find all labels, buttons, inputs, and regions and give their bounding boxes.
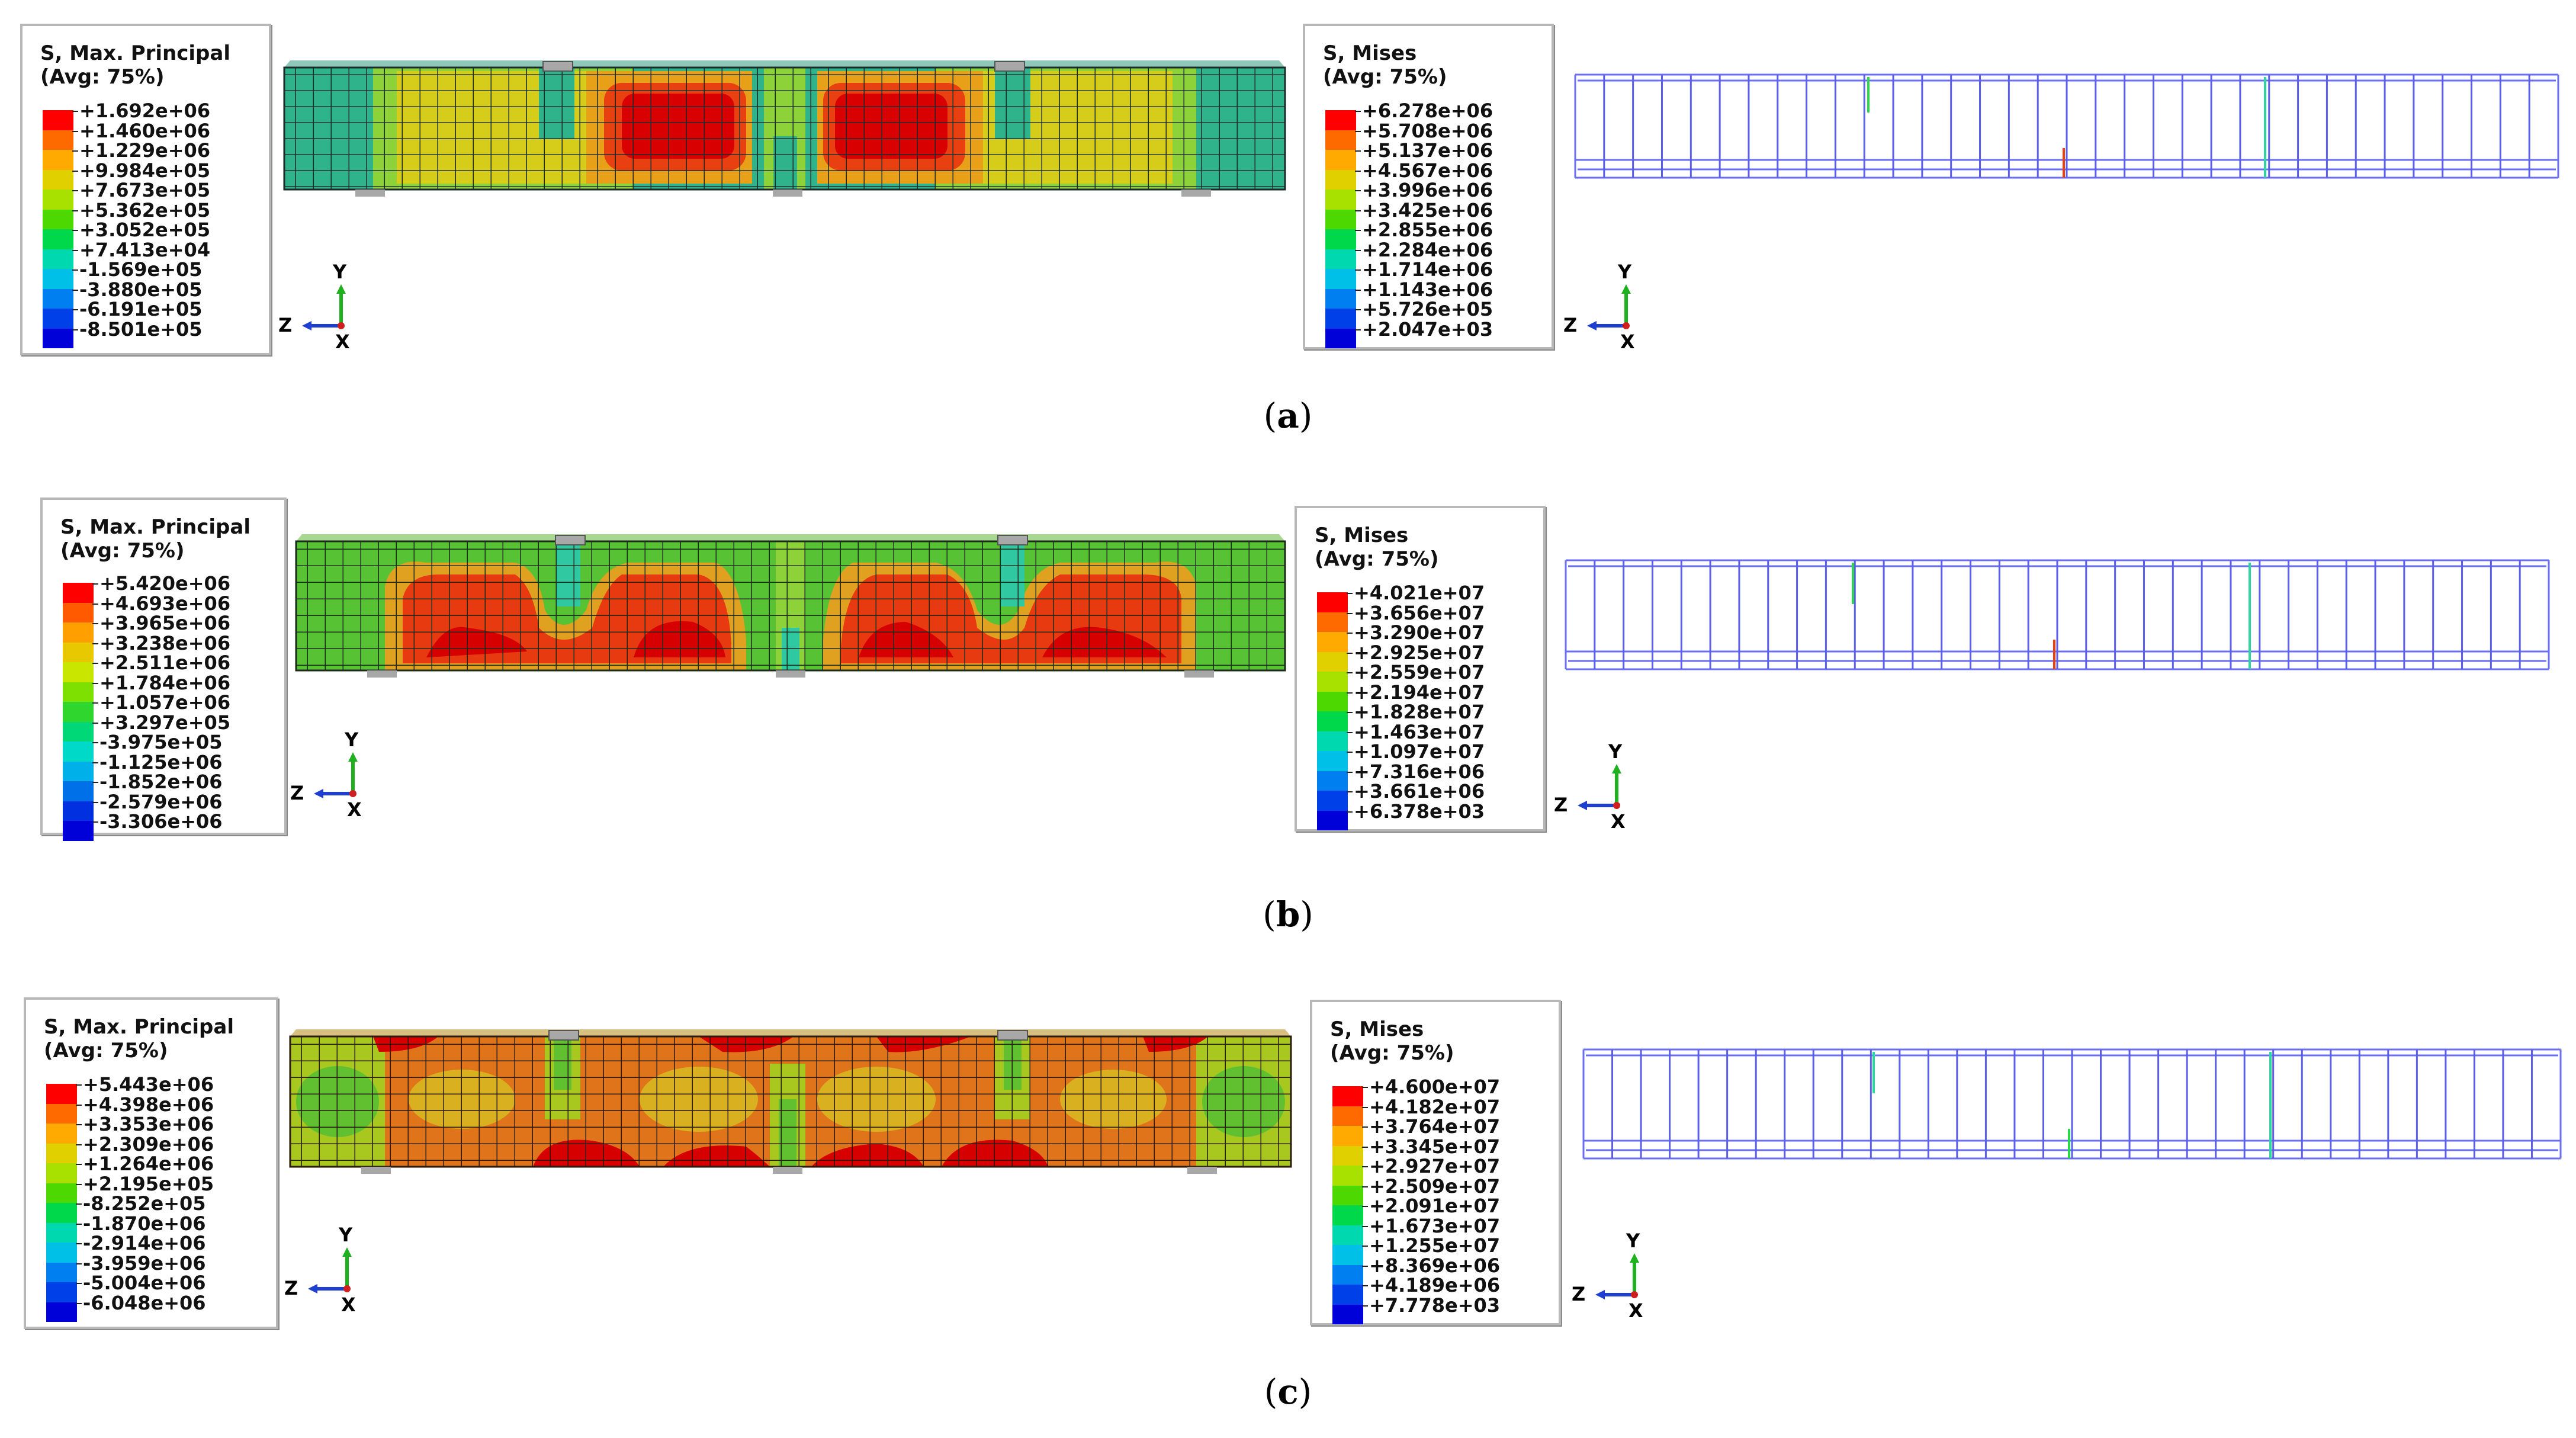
axis-y-label: Y bbox=[1626, 1230, 1640, 1252]
concrete-beam-contour bbox=[289, 1029, 1292, 1174]
axis-z-label: Z bbox=[1563, 314, 1578, 336]
legend-title: S, Mises (Avg: 75%) bbox=[1330, 1017, 1454, 1065]
axis-x-label: X bbox=[1620, 330, 1635, 353]
color-scale bbox=[1317, 592, 1348, 830]
axis-z-label: Z bbox=[290, 782, 304, 804]
max-principal-legend: S, Max. Principal (Avg: 75%) +5.443e+06 +4… bbox=[24, 997, 278, 1329]
axis-z-label: Z bbox=[1572, 1283, 1586, 1305]
max-principal-legend: S, Max. Principal (Avg: 75%) +5.420e+06 +4… bbox=[40, 497, 287, 841]
axis-y-label: Y bbox=[345, 728, 359, 751]
axis-triad: Y Z X bbox=[282, 1224, 365, 1318]
axis-triad: Y Z X bbox=[1561, 261, 1644, 355]
axis-x-label: X bbox=[1611, 810, 1626, 833]
rebar-cage-mises bbox=[1565, 559, 2550, 670]
axis-triad: Y Z X bbox=[288, 728, 371, 823]
axis-y-label: Y bbox=[1618, 261, 1632, 283]
axis-z-label: Z bbox=[278, 314, 293, 336]
legend-title: S, Mises (Avg: 75%) bbox=[1315, 524, 1439, 571]
legend-title: S, Max. Principal (Avg: 75%) bbox=[44, 1015, 234, 1063]
legend-title: S, Max. Principal (Avg: 75%) bbox=[60, 515, 250, 563]
color-scale bbox=[1325, 110, 1356, 348]
axis-triad: Y Z X bbox=[1552, 740, 1634, 835]
axis-z-label: Z bbox=[1554, 794, 1568, 816]
concrete-beam-contour bbox=[283, 60, 1286, 197]
legend-title: S, Mises (Avg: 75%) bbox=[1323, 41, 1447, 89]
color-scale bbox=[46, 1084, 77, 1322]
caption-b: (b) bbox=[1263, 894, 1313, 935]
axis-y-label: Y bbox=[333, 261, 347, 283]
axis-z-label: Z bbox=[284, 1277, 298, 1299]
color-scale bbox=[43, 110, 73, 348]
rebar-cage-mises bbox=[1574, 73, 2559, 179]
axis-x-label: X bbox=[335, 330, 350, 353]
max-principal-legend: S, Max. Principal (Avg: 75%) +1.692e+06 +1… bbox=[20, 24, 271, 355]
legend-title: S, Max. Principal (Avg: 75%) bbox=[40, 41, 230, 89]
axis-triad: Y Z X bbox=[276, 261, 359, 355]
axis-x-label: X bbox=[347, 798, 362, 821]
concrete-beam-contour bbox=[295, 534, 1286, 678]
caption-a: (a) bbox=[1263, 396, 1313, 436]
color-scale bbox=[63, 583, 94, 841]
legend-values: +4.600e+07 +4.182e+07 +3.764e+07 +3.345e+07… bbox=[1361, 1076, 1501, 1317]
rebar-cage-mises bbox=[1582, 1048, 2562, 1160]
axis-triad: Y Z X bbox=[1569, 1230, 1652, 1324]
mises-legend: S, Mises (Avg: 75%) +6.278e+06 +5.708e+06 +… bbox=[1303, 24, 1554, 349]
legend-values: +4.021e+07 +3.656e+07 +3.290e+07 +2.925e+07… bbox=[1346, 582, 1485, 823]
legend-values: +5.420e+06 +4.693e+06 +3.965e+06 +3.238e+06… bbox=[92, 572, 231, 833]
legend-values: +6.278e+06 +5.708e+06 +5.137e+06 +4.567e+06… bbox=[1354, 99, 1493, 341]
axis-y-label: Y bbox=[339, 1224, 353, 1246]
axis-x-label: X bbox=[1629, 1299, 1643, 1322]
mises-legend: S, Mises (Avg: 75%) +4.600e+07 +4.182e+07 +… bbox=[1310, 1000, 1561, 1325]
mises-legend: S, Mises (Avg: 75%) +4.021e+07 +3.656e+07 +… bbox=[1295, 506, 1546, 832]
legend-values: +5.443e+06 +4.398e+06 +3.353e+06 +2.309e+06… bbox=[75, 1073, 214, 1314]
axis-x-label: X bbox=[341, 1293, 356, 1316]
legend-values: +1.692e+06 +1.460e+06 +1.229e+06 +9.984e+05… bbox=[72, 99, 211, 341]
color-scale bbox=[1332, 1086, 1363, 1324]
axis-y-label: Y bbox=[1608, 740, 1623, 763]
caption-c: (c) bbox=[1264, 1372, 1312, 1412]
